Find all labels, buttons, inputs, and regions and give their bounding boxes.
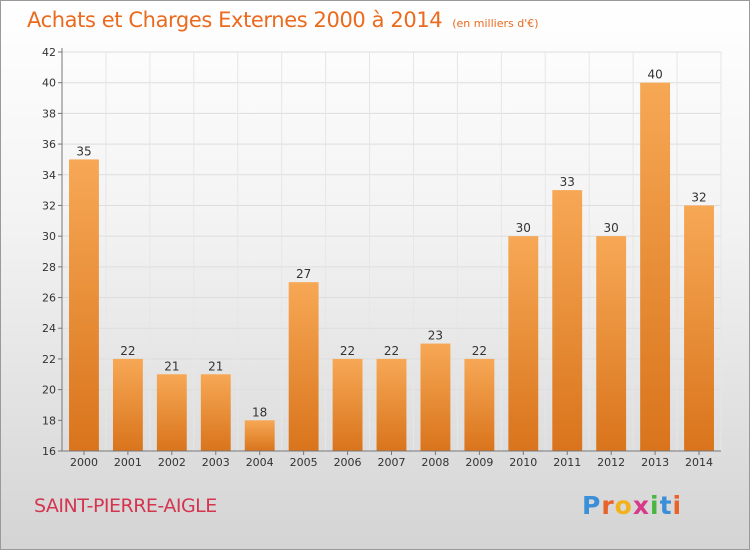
y-tick-label: 16: [42, 445, 56, 458]
y-tick-label: 26: [42, 292, 56, 305]
data-label: 23: [428, 329, 443, 343]
logo-letter: i: [650, 491, 660, 520]
x-tick-label: 2012: [597, 456, 625, 469]
data-labels: 35 22 21 21 18 27 22 22 23 22 30 33 30 40 32: [76, 68, 706, 420]
y-tick-label: 42: [42, 46, 56, 59]
x-tick-label: 2010: [509, 456, 537, 469]
chart-title: Achats et Charges Externes 2000 à 2014 (e…: [27, 8, 539, 32]
bar: [288, 282, 319, 451]
bar: [244, 420, 275, 451]
y-tick-label: 20: [42, 384, 56, 397]
x-tick-label: 2009: [465, 456, 493, 469]
bar: [508, 236, 539, 451]
bar: [684, 205, 714, 451]
logo-letter: x: [632, 491, 650, 520]
data-label: 40: [647, 68, 662, 82]
y-tick-label: 32: [42, 199, 56, 212]
data-label: 30: [604, 221, 619, 235]
x-tick-label: 2013: [641, 456, 669, 469]
bar: [156, 374, 187, 451]
bars: [69, 82, 714, 451]
logo-letter: P: [582, 491, 602, 520]
y-tick-label: 40: [42, 77, 56, 90]
chart-title-text: Achats et Charges Externes 2000 à 2014: [27, 8, 443, 32]
logo-letter: o: [614, 491, 633, 520]
bar: [69, 159, 99, 451]
data-label: 35: [76, 144, 91, 158]
bar: [640, 82, 671, 451]
data-label: 27: [296, 267, 311, 281]
x-tick-label: 2008: [421, 456, 449, 469]
proxiti-logo[interactable]: Proxiti: [582, 491, 682, 520]
y-tick-label: 38: [42, 107, 56, 120]
logo-letter: t: [659, 491, 673, 520]
data-label: 22: [384, 344, 399, 358]
x-tick-label: 2003: [202, 456, 230, 469]
y-tick-label: 36: [42, 138, 56, 151]
y-tick-label: 30: [42, 230, 56, 243]
x-tick-label: 2001: [114, 456, 142, 469]
bar: [596, 236, 627, 451]
chart-subtitle: (en milliers d'€): [452, 17, 539, 30]
bar: [552, 190, 583, 451]
bar: [464, 358, 495, 451]
x-tick-label: 2000: [70, 456, 98, 469]
x-axis: 2000 2001 2002 2003 2004 2005 2006 2007 2008 2009…: [62, 450, 721, 469]
bar: [376, 358, 407, 451]
x-tick-label: 2002: [158, 456, 186, 469]
y-tick-label: 18: [42, 414, 56, 427]
data-label: 30: [516, 221, 531, 235]
y-axis: 16 18 20 22 24 26 28 30 32 34 36 38 40 42: [42, 46, 63, 458]
data-label: 22: [340, 344, 355, 358]
y-tick-label: 28: [42, 261, 56, 274]
data-label: 18: [252, 405, 267, 419]
y-tick-label: 22: [42, 353, 56, 366]
data-label: 33: [560, 175, 575, 189]
data-label: 22: [120, 344, 135, 358]
data-label: 21: [208, 359, 223, 373]
data-label: 21: [164, 359, 179, 373]
bar: [112, 358, 143, 451]
data-label: 32: [691, 190, 706, 204]
x-tick-label: 2011: [553, 456, 581, 469]
bar: [420, 343, 451, 451]
y-tick-label: 24: [42, 322, 56, 335]
logo-letter: r: [601, 491, 615, 520]
x-tick-label: 2007: [378, 456, 406, 469]
x-tick-label: 2004: [246, 456, 274, 469]
x-tick-label: 2005: [290, 456, 318, 469]
y-tick-label: 34: [42, 169, 56, 182]
data-label: 22: [472, 344, 487, 358]
logo-letter: i: [672, 491, 683, 520]
x-tick-label: 2006: [334, 456, 362, 469]
bar: [332, 358, 363, 451]
x-tick-label: 2014: [685, 456, 713, 469]
city-name: SAINT-PIERRE-AIGLE: [34, 495, 217, 517]
bar: [200, 374, 231, 451]
